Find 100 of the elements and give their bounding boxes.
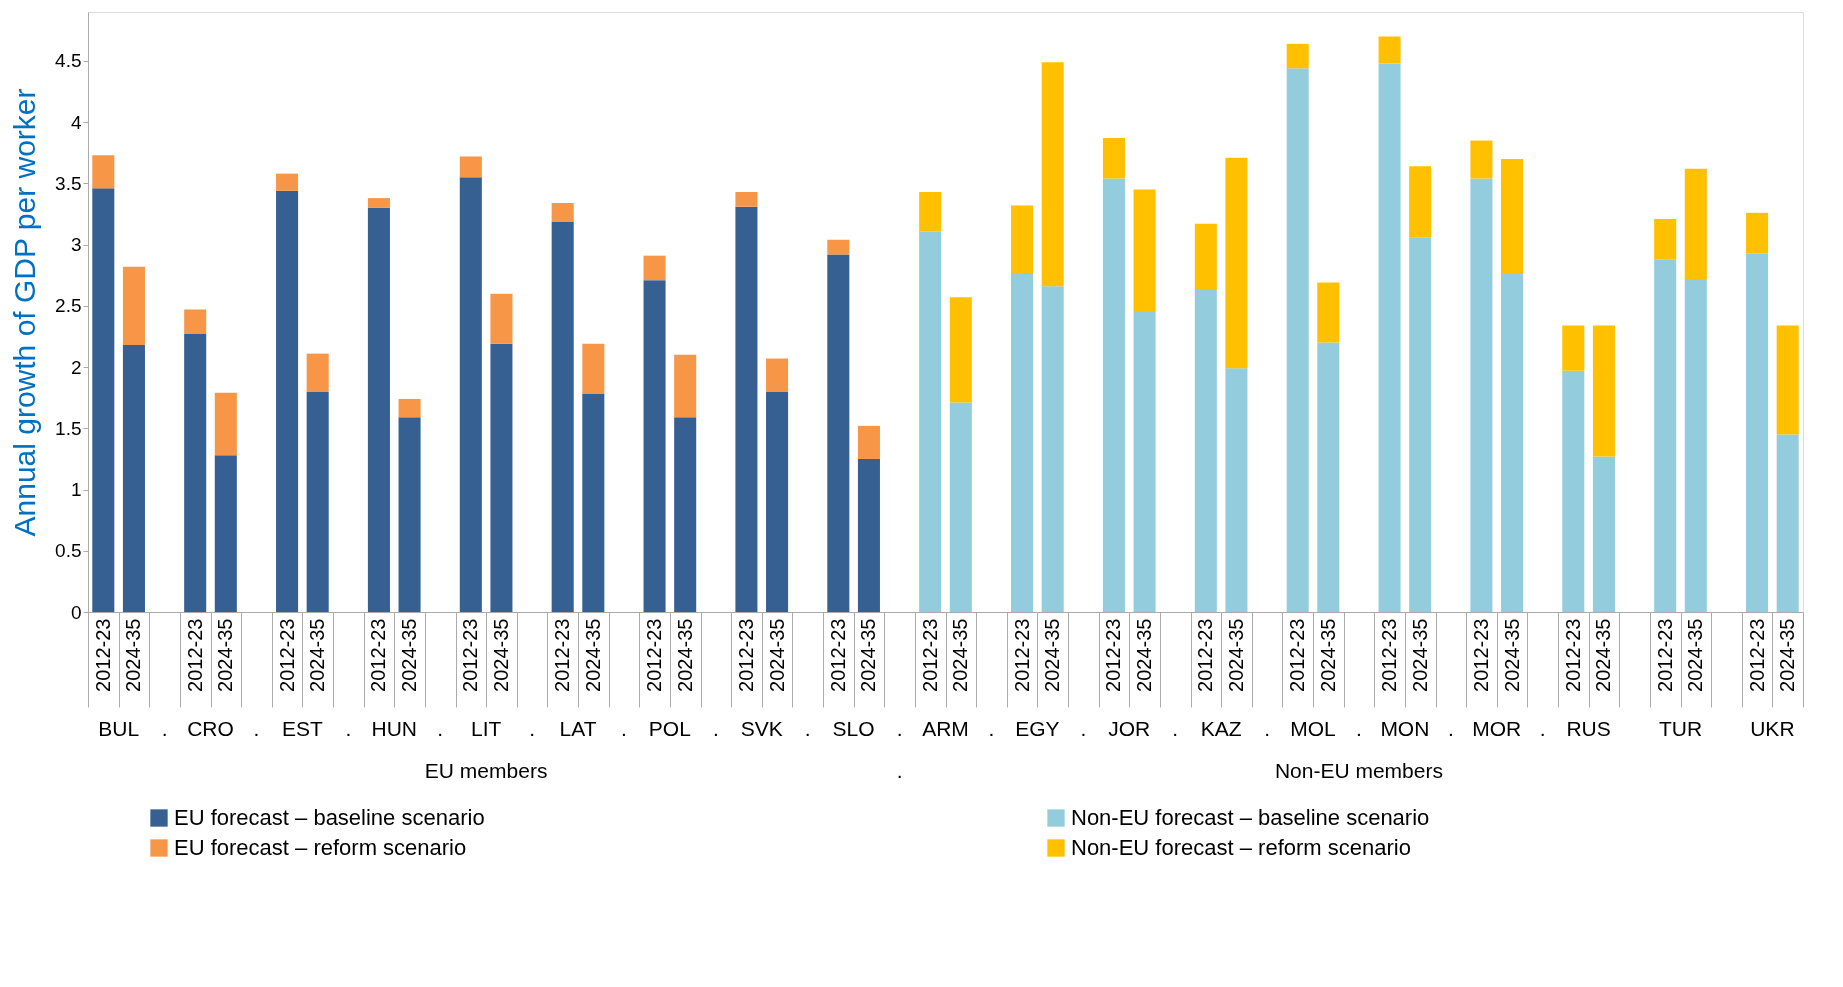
x-tick-label: 2024-35 bbox=[1041, 618, 1064, 692]
text: . bbox=[1447, 717, 1454, 740]
x-tick-label: 2012-23 bbox=[1745, 618, 1768, 692]
bar bbox=[1041, 62, 1064, 287]
bar bbox=[1194, 223, 1217, 290]
bar bbox=[857, 425, 880, 459]
text: RUS bbox=[1566, 717, 1611, 740]
bar bbox=[1133, 189, 1156, 312]
bar bbox=[1501, 274, 1524, 612]
text: MOR bbox=[1472, 717, 1522, 740]
text: . bbox=[253, 717, 260, 740]
bar bbox=[1225, 368, 1248, 612]
bar bbox=[1378, 36, 1401, 64]
text: CRO bbox=[187, 717, 234, 740]
text: . bbox=[1539, 717, 1546, 740]
bar bbox=[735, 206, 758, 612]
x-tick-label: 2024-35 bbox=[1133, 618, 1156, 692]
text: EST bbox=[281, 717, 323, 740]
bar bbox=[827, 254, 850, 612]
x-tick-label: 2024-35 bbox=[673, 618, 696, 692]
x-tick-label: 2012-23 bbox=[275, 618, 298, 692]
text: . bbox=[1080, 717, 1087, 740]
text: MON bbox=[1380, 717, 1430, 740]
x-tick-label: 2012-23 bbox=[1561, 618, 1584, 692]
x-tick-label: 2024-35 bbox=[1316, 618, 1339, 692]
bar bbox=[490, 293, 513, 344]
x-tick-label: 2012-23 bbox=[918, 618, 941, 692]
bar bbox=[1286, 68, 1309, 612]
text: . bbox=[161, 717, 168, 740]
text: . bbox=[621, 717, 627, 740]
x-tick-label: 2024-35 bbox=[214, 618, 237, 692]
bar bbox=[857, 458, 880, 612]
bar bbox=[1684, 168, 1707, 279]
bar bbox=[122, 266, 145, 346]
legend-label: Non-EU forecast – reform scenario bbox=[1071, 835, 1411, 860]
bar bbox=[92, 155, 115, 189]
x-tick-label: 2024-35 bbox=[1684, 618, 1707, 692]
legend-label: EU forecast – reform scenario bbox=[174, 835, 467, 860]
bar bbox=[919, 192, 942, 232]
x-tick-label: 2024-35 bbox=[306, 618, 329, 692]
x-tick-label: 2012-23 bbox=[1378, 618, 1401, 692]
text: TUR bbox=[1658, 717, 1703, 740]
text: SLO bbox=[832, 717, 875, 740]
bar bbox=[949, 297, 972, 403]
bar bbox=[184, 309, 207, 335]
bar bbox=[735, 192, 758, 207]
x-tick-label: 2012-23 bbox=[1102, 618, 1125, 692]
x-tick-label: 2012-23 bbox=[367, 618, 390, 692]
legend-label: EU forecast – baseline scenario bbox=[174, 805, 485, 830]
x-tick-label: 2012-23 bbox=[551, 618, 574, 692]
x-tick-label: 2012-23 bbox=[734, 618, 757, 692]
x-tick-label: 2024-35 bbox=[1408, 618, 1431, 692]
bar bbox=[1378, 63, 1401, 612]
bar bbox=[398, 417, 421, 612]
bar bbox=[1776, 325, 1799, 435]
x-tick-label: 2012-23 bbox=[1469, 618, 1492, 692]
bar bbox=[1592, 456, 1615, 612]
y-tick-label: 2 bbox=[70, 356, 82, 378]
bar bbox=[1654, 259, 1677, 612]
text: UKR bbox=[1750, 717, 1795, 740]
bar bbox=[184, 334, 207, 612]
text: KAZ bbox=[1200, 717, 1242, 740]
bar bbox=[306, 391, 329, 612]
text: LAT bbox=[559, 717, 597, 740]
y-tick-label: 4.5 bbox=[55, 50, 82, 72]
text: . bbox=[1264, 717, 1270, 740]
text: . bbox=[529, 717, 535, 740]
x-tick-label: 2012-23 bbox=[459, 618, 482, 692]
bar bbox=[490, 343, 513, 612]
bar bbox=[1562, 325, 1585, 371]
text: . bbox=[712, 717, 719, 740]
bar bbox=[1041, 286, 1064, 612]
text: POL bbox=[648, 717, 691, 740]
x-tick-label: 2012-23 bbox=[826, 618, 849, 692]
bar bbox=[367, 207, 390, 612]
x-tick-label: 2012-23 bbox=[643, 618, 666, 692]
bar bbox=[276, 173, 299, 191]
text: . bbox=[804, 717, 811, 740]
text: MOL bbox=[1290, 717, 1336, 740]
text: HUN bbox=[371, 717, 417, 740]
bar bbox=[1317, 282, 1340, 343]
y-tick-label: 0.5 bbox=[55, 540, 82, 562]
y-tick-label: 3.5 bbox=[55, 172, 82, 194]
bar bbox=[674, 354, 697, 418]
bar bbox=[1776, 434, 1799, 612]
bar bbox=[459, 156, 482, 178]
bar bbox=[459, 177, 482, 612]
bar bbox=[1133, 312, 1156, 612]
y-tick-label: 4 bbox=[70, 111, 82, 133]
bar bbox=[827, 239, 850, 255]
bar bbox=[949, 402, 972, 612]
x-tick-label: 2024-35 bbox=[1224, 618, 1247, 692]
bar bbox=[1409, 237, 1432, 612]
x-tick-label: 2024-35 bbox=[765, 618, 788, 692]
text: . bbox=[988, 717, 995, 740]
bar bbox=[1592, 325, 1615, 457]
text: . bbox=[1172, 717, 1179, 740]
text: ARM bbox=[922, 717, 969, 740]
bar bbox=[919, 231, 942, 612]
x-tick-label: 2024-35 bbox=[1500, 618, 1523, 692]
